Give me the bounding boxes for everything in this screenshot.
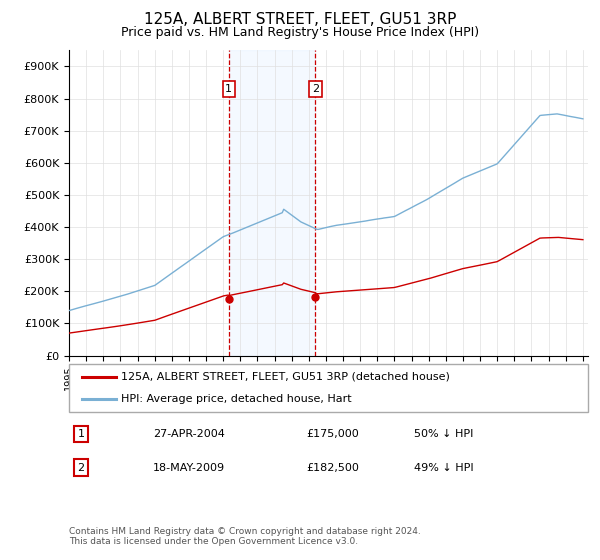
Text: 49% ↓ HPI: 49% ↓ HPI [414, 463, 473, 473]
Text: Price paid vs. HM Land Registry's House Price Index (HPI): Price paid vs. HM Land Registry's House … [121, 26, 479, 39]
Text: 18-MAY-2009: 18-MAY-2009 [153, 463, 225, 473]
Text: 2: 2 [77, 463, 85, 473]
Text: 125A, ALBERT STREET, FLEET, GU51 3RP: 125A, ALBERT STREET, FLEET, GU51 3RP [144, 12, 456, 27]
Text: £182,500: £182,500 [306, 463, 359, 473]
Bar [229, 50, 316, 356]
Text: 125A, ALBERT STREET, FLEET, GU51 3RP (detached house): 125A, ALBERT STREET, FLEET, GU51 3RP (de… [121, 372, 450, 382]
Text: Contains HM Land Registry data © Crown copyright and database right 2024.
This d: Contains HM Land Registry data © Crown c… [69, 526, 421, 546]
Text: HPI: Average price, detached house, Hart: HPI: Average price, detached house, Hart [121, 394, 352, 404]
Text: 1: 1 [226, 84, 232, 94]
Text: 27-APR-2004: 27-APR-2004 [153, 429, 225, 439]
Text: £175,000: £175,000 [306, 429, 359, 439]
Text: 1: 1 [77, 429, 85, 439]
Text: 50% ↓ HPI: 50% ↓ HPI [414, 429, 473, 439]
FancyBboxPatch shape [69, 364, 588, 412]
Text: 2: 2 [312, 84, 319, 94]
